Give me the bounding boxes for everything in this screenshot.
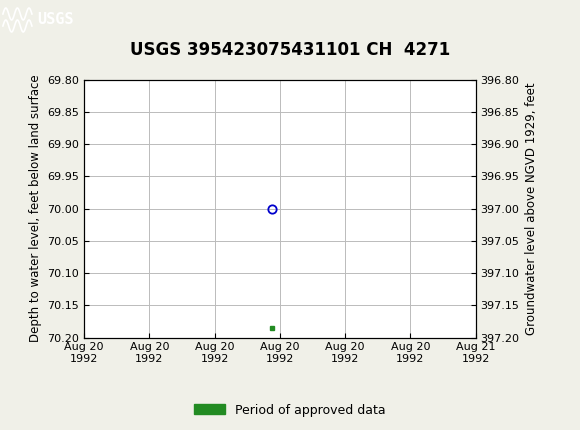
Y-axis label: Depth to water level, feet below land surface: Depth to water level, feet below land su… [29,75,42,342]
Y-axis label: Groundwater level above NGVD 1929, feet: Groundwater level above NGVD 1929, feet [525,82,538,335]
Text: USGS: USGS [38,12,74,28]
Legend: Period of approved data: Period of approved data [189,399,391,421]
Text: USGS 395423075431101 CH  4271: USGS 395423075431101 CH 4271 [130,41,450,59]
